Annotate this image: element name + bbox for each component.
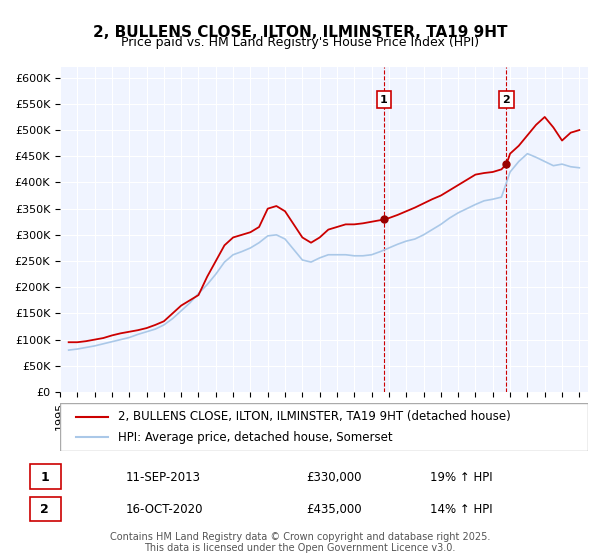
FancyBboxPatch shape [29,464,61,489]
Text: 16-OCT-2020: 16-OCT-2020 [125,503,203,516]
Text: 19% ↑ HPI: 19% ↑ HPI [430,471,493,484]
Text: 2: 2 [503,95,511,105]
FancyBboxPatch shape [29,497,61,521]
Text: 2, BULLENS CLOSE, ILTON, ILMINSTER, TA19 9HT (detached house): 2, BULLENS CLOSE, ILTON, ILMINSTER, TA19… [118,410,511,423]
Text: 1: 1 [40,471,49,484]
Text: £330,000: £330,000 [306,471,361,484]
Text: 14% ↑ HPI: 14% ↑ HPI [430,503,493,516]
Text: 1: 1 [380,95,388,105]
Text: 2, BULLENS CLOSE, ILTON, ILMINSTER, TA19 9HT: 2, BULLENS CLOSE, ILTON, ILMINSTER, TA19… [93,25,507,40]
Text: 11-SEP-2013: 11-SEP-2013 [125,471,200,484]
Text: Contains HM Land Registry data © Crown copyright and database right 2025.
This d: Contains HM Land Registry data © Crown c… [110,531,490,553]
FancyBboxPatch shape [60,403,588,451]
Text: Price paid vs. HM Land Registry's House Price Index (HPI): Price paid vs. HM Land Registry's House … [121,36,479,49]
Text: 2: 2 [40,503,49,516]
Text: HPI: Average price, detached house, Somerset: HPI: Average price, detached house, Some… [118,431,393,444]
Text: £435,000: £435,000 [306,503,362,516]
